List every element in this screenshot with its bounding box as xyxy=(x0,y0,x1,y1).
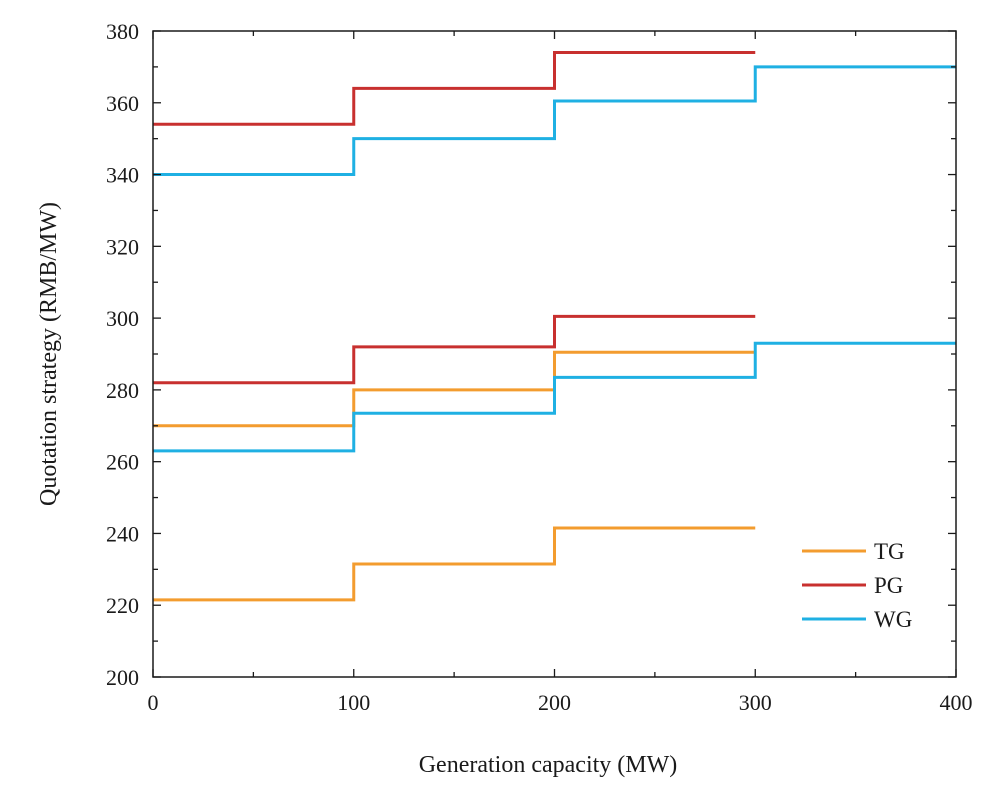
series-line-wg-5 xyxy=(153,65,956,177)
y-tick-label: 320 xyxy=(106,234,139,259)
series-line-tg-0 xyxy=(153,526,756,602)
y-tick-label: 220 xyxy=(106,593,139,618)
series-line-tg-1 xyxy=(153,350,756,428)
plot-area xyxy=(153,51,956,602)
legend: TG PG WG xyxy=(802,539,912,632)
y-tick-label: 300 xyxy=(106,306,139,331)
series-line-pg-3 xyxy=(153,51,756,126)
legend-label-wg: WG xyxy=(874,607,912,632)
x-tick-label: 400 xyxy=(940,690,973,715)
y-tick-label: 360 xyxy=(106,91,139,116)
y-tick-label: 380 xyxy=(106,19,139,44)
y-tick-label: 240 xyxy=(106,521,139,546)
y-tick-label: 280 xyxy=(106,378,139,403)
series-line-wg-4 xyxy=(153,341,956,453)
y-tick-label: 260 xyxy=(106,450,139,475)
legend-label-tg: TG xyxy=(874,539,905,564)
series-line-pg-2 xyxy=(153,314,756,385)
x-axis-label: Generation capacity (MW) xyxy=(419,752,678,778)
x-tick-label: 0 xyxy=(148,690,159,715)
y-tick-label: 340 xyxy=(106,163,139,188)
legend-label-pg: PG xyxy=(874,573,903,598)
x-tick-label: 300 xyxy=(739,690,772,715)
y-tick-label: 200 xyxy=(106,665,139,690)
ticks: 0 100 200 300 400 200 220 240 260 280 300 320 340 360… xyxy=(106,19,973,715)
x-tick-label: 100 xyxy=(337,690,370,715)
x-tick-label: 200 xyxy=(538,690,571,715)
y-axis-label: Quotation strategy (RMB/MW) xyxy=(36,202,62,506)
